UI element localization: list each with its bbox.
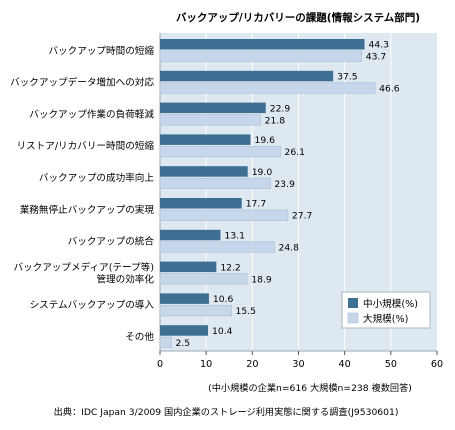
bar [159,50,363,62]
category-label: 業務無停止バックアップの実現 [20,204,155,216]
value-label: 10.4 [212,326,233,337]
value-labels: 44.343.7 37.5 46.6 22.921.8 19.6 26.1 19.023.9… [176,40,400,349]
x-tick-label: 20 [246,359,258,370]
category-label: バックアップ時間の短縮 [48,45,154,57]
bar [160,293,209,304]
category-label: リストア/リカバリー時間の短縮 [16,140,154,152]
value-label: 26.1 [284,147,304,158]
value-label: 27.7 [292,211,313,222]
value-label: 17.7 [246,199,267,210]
x-tick-label: 10 [200,359,212,370]
bar [160,261,217,273]
legend-label: 大規模(%) [363,313,408,325]
value-label: 12.2 [220,262,240,273]
category-label: バックアップデータ増加への対応 [10,77,154,89]
source-note: 出典：IDC Japan 3/2009 国内企業のストレージ利用実態に関する調査… [54,406,399,418]
bar [159,305,232,317]
value-label: 19.0 [252,167,273,178]
bar [159,82,376,94]
category-label: その他 [125,331,154,343]
value-label: 43.7 [366,52,387,63]
bar [159,177,271,189]
value-label: 18.9 [251,274,272,285]
x-axis: 0 10 20 30 40 50 60 [157,351,443,370]
category-label: システムバックアップの導入 [30,299,155,311]
bars [159,39,376,349]
value-label: 44.3 [369,40,390,51]
x-tick-label: 40 [339,359,351,370]
value-label: 23.9 [274,179,295,190]
bar [159,146,281,158]
value-label: 2.5 [176,338,191,349]
sample-note: (中小規模の企業n=616 大規模n=238 複数回答) [208,382,412,394]
bar [160,198,242,209]
x-tick-label: 0 [157,359,163,370]
chart-title: バックアップ/リカバリーの課題(情報システム部門) [176,11,420,24]
value-label: 22.9 [270,103,291,114]
bar [160,70,334,82]
value-label: 24.8 [278,243,299,254]
bar [160,102,266,114]
value-label: 46.6 [379,84,400,95]
bar [159,336,172,349]
bar [160,39,365,50]
bar [159,241,275,253]
category-label: バックアップの成功率向上 [39,172,155,184]
legend-swatch [347,312,359,324]
value-label: 13.1 [224,231,244,242]
x-tick-label: 60 [431,359,443,370]
legend-label: 中小規模(%) [363,298,418,310]
bar [159,114,261,126]
bar [159,209,289,221]
category-label: バックアップメディア(テープ等) [13,261,154,273]
bar [160,325,209,336]
value-label: 10.6 [213,294,234,305]
x-tick-label: 50 [385,359,397,370]
legend-swatch [348,298,358,308]
bar [160,134,251,145]
category-labels: バックアップ時間の短縮バックアップデータ増加への対応バックアップ作業の負荷軽減リ… [10,45,154,343]
x-tick-label: 30 [292,359,304,370]
bar [159,273,248,285]
legend: 中小規模(%) 大規模(%) [341,291,431,329]
value-label: 21.8 [265,115,286,126]
value-label: 19.6 [254,135,275,146]
bar [160,166,248,177]
value-label: 37.5 [337,72,358,83]
category-label: バックアップ作業の負荷軽減 [29,108,154,120]
value-label: 15.5 [236,306,257,317]
bar [160,229,221,241]
category-label: バックアップの統合 [68,236,155,248]
category-label: 管理の効率化 [96,273,154,285]
